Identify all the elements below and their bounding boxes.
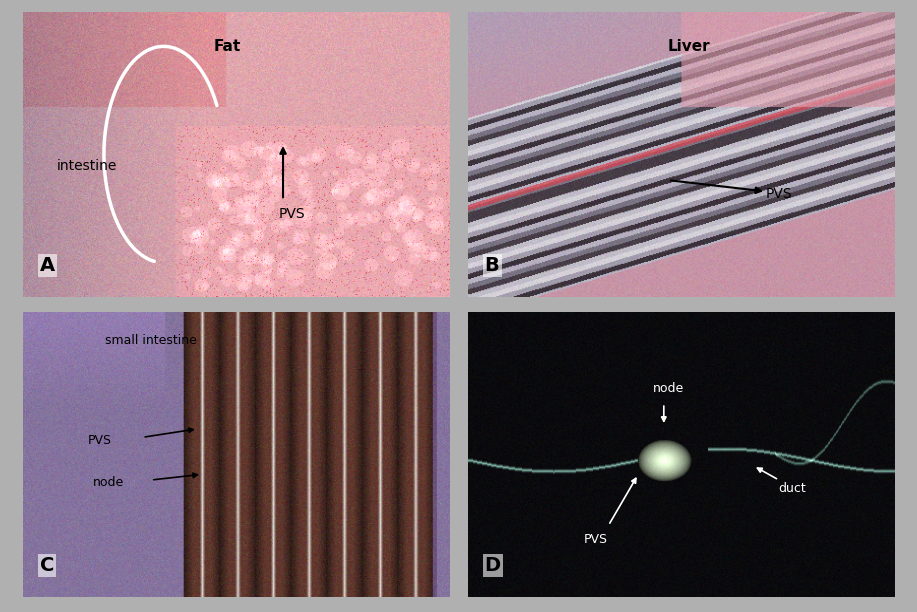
Text: C: C: [40, 556, 54, 575]
Text: Fat: Fat: [214, 39, 241, 54]
Text: node: node: [93, 476, 124, 490]
Text: PVS: PVS: [766, 187, 792, 201]
Text: A: A: [40, 256, 55, 275]
Text: PVS: PVS: [278, 207, 304, 222]
Text: B: B: [485, 256, 500, 275]
Text: PVS: PVS: [583, 533, 608, 547]
Text: node: node: [653, 382, 684, 395]
Text: small intestine: small intestine: [105, 334, 197, 347]
Text: duct: duct: [778, 482, 806, 495]
Text: intestine: intestine: [57, 159, 117, 173]
Text: Liver: Liver: [668, 39, 711, 54]
Text: D: D: [485, 556, 501, 575]
Text: PVS: PVS: [88, 434, 112, 447]
